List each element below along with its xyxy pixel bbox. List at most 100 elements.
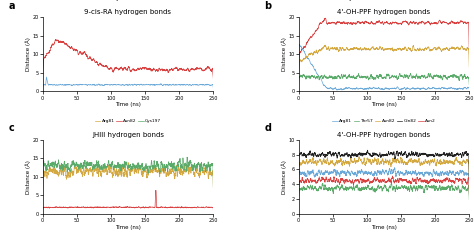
- Line: Asn2: Asn2: [299, 176, 469, 197]
- Asn006: [466, 88, 472, 91]
- Arg81: [466, 192, 472, 195]
- Text: b: b: [264, 1, 272, 11]
- X-axis label: Time (ns): Time (ns): [371, 102, 397, 107]
- Arg81: [135, 167, 141, 170]
- Thr57: [435, 189, 440, 192]
- Ile268: [362, 75, 368, 78]
- Asn82: [362, 162, 368, 165]
- Arg316: [466, 52, 472, 55]
- Y-axis label: Distance (Å): Distance (Å): [25, 160, 31, 194]
- Cys197: [43, 166, 49, 169]
- Line: Asn82: Asn82: [299, 157, 469, 186]
- Cys197: [40, 187, 46, 190]
- Asn2: [362, 180, 368, 183]
- Arg316: [106, 67, 112, 70]
- Arg316: [391, 21, 397, 24]
- Ile268: [466, 83, 472, 86]
- Asn27: [296, 76, 301, 78]
- Asn2: [390, 174, 395, 177]
- Text: d: d: [264, 123, 272, 133]
- Gln82: [466, 181, 472, 184]
- Asn27: [43, 78, 49, 81]
- Cys197: [186, 162, 191, 165]
- Title: 9-cis-RA hydrogen bonds: 9-cis-RA hydrogen bonds: [84, 9, 172, 15]
- Gln82: [296, 180, 301, 183]
- Cys197: [106, 160, 112, 163]
- Asn006: [435, 87, 440, 90]
- Thr57: [362, 187, 368, 190]
- Asn82: [179, 205, 184, 208]
- Asn27: [192, 83, 198, 86]
- Line: Ile268: Ile268: [299, 73, 469, 85]
- Arg81: [362, 171, 368, 174]
- Ile268: [442, 75, 447, 77]
- Asn82: [153, 189, 159, 192]
- Asn006: [362, 87, 368, 90]
- Line: Cys197: Cys197: [43, 157, 213, 188]
- Asn82: [43, 206, 49, 209]
- Asn27: [466, 66, 472, 69]
- Asn2: [442, 179, 447, 182]
- Thr57: [466, 198, 472, 201]
- Arg316: [296, 71, 301, 74]
- Line: Asn82: Asn82: [43, 190, 213, 211]
- Asn27: [299, 59, 305, 62]
- Arg81: [391, 169, 397, 171]
- Asn27: [106, 83, 112, 86]
- Ile268: [299, 76, 305, 79]
- Arg81: [106, 168, 112, 171]
- Arg81: [392, 166, 398, 169]
- Asn27: [186, 84, 191, 87]
- X-axis label: Time (ns): Time (ns): [115, 225, 141, 230]
- Line: Arg316: Arg316: [43, 40, 213, 78]
- Arg81: [435, 174, 440, 177]
- Asn2: [466, 193, 472, 196]
- Asn82: [106, 206, 112, 209]
- Legend: Arg81, Asn82, Cys197: Arg81, Asn82, Cys197: [95, 119, 161, 123]
- Asn006: [299, 47, 305, 50]
- Asn27: [210, 86, 216, 89]
- Arg81: [40, 191, 46, 194]
- Asn82: [192, 206, 198, 209]
- Asn27: [322, 44, 328, 46]
- Asn82: [135, 206, 141, 209]
- Arg316: [322, 16, 328, 19]
- Cys197: [192, 166, 198, 169]
- Asn006: [296, 43, 302, 46]
- Asn2: [299, 176, 305, 179]
- Gln82: [299, 154, 305, 157]
- Asn2: [296, 195, 301, 198]
- Arg316: [442, 21, 447, 24]
- Arg316: [192, 68, 198, 71]
- Gln82: [362, 152, 368, 155]
- Cys197: [135, 163, 141, 166]
- Asn006: [296, 66, 301, 69]
- Asn27: [442, 47, 447, 50]
- Asn27: [362, 48, 368, 51]
- X-axis label: Time (ns): Time (ns): [115, 102, 141, 107]
- Arg81: [192, 171, 198, 174]
- Legend: Arg81, Thr57, Asn82, Gln82, Asn2: Arg81, Thr57, Asn82, Gln82, Asn2: [332, 119, 436, 123]
- Arg81: [126, 161, 131, 164]
- Arg316: [43, 54, 49, 57]
- Asn82: [186, 206, 191, 209]
- Asn006: [339, 89, 345, 92]
- Thr57: [391, 186, 397, 189]
- Line: Arg316: Arg316: [299, 18, 469, 73]
- Arg316: [362, 21, 368, 24]
- Asn006: [391, 87, 397, 90]
- Thr57: [296, 199, 301, 202]
- Arg81: [448, 170, 454, 173]
- Thr57: [442, 187, 447, 190]
- Arg316: [299, 47, 305, 50]
- Asn82: [448, 161, 454, 164]
- Thr57: [299, 187, 305, 190]
- Thr57: [448, 185, 454, 188]
- Ile268: [435, 76, 440, 78]
- Title: JHlll hydrogen bonds: JHlll hydrogen bonds: [92, 132, 164, 138]
- Line: Asn27: Asn27: [43, 77, 213, 88]
- Arg316: [186, 69, 191, 72]
- Asn2: [448, 179, 454, 182]
- Arg316: [435, 22, 440, 25]
- Gln82: [365, 149, 370, 152]
